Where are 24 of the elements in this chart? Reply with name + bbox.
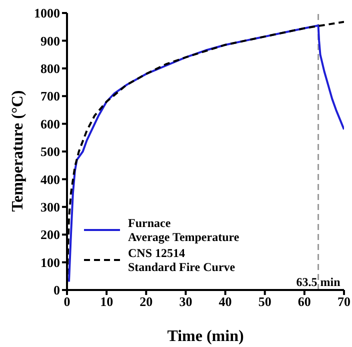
x-tick-label: 10: [100, 294, 114, 310]
y-tick-label: 400: [40, 172, 60, 187]
x-tick-label: 0: [64, 294, 70, 310]
y-tick-label: 300: [40, 200, 60, 215]
y-tick-label: 600: [40, 116, 60, 132]
x-tick-label: 50: [258, 294, 272, 310]
legend-label: CNS 12514 Standard Fire Curve: [128, 246, 236, 274]
ref-line-label: 63.5 min: [296, 275, 341, 289]
y-tick-label: 700: [40, 88, 60, 104]
y-tick-label: 100: [40, 254, 60, 270]
y-tick-label: 900: [40, 33, 60, 48]
y-tick-label: 1000: [34, 6, 60, 21]
y-tick-label: 500: [40, 144, 60, 160]
legend-label: Furnace Average Temperature: [128, 216, 240, 244]
x-tick-label: 20: [140, 294, 153, 310]
y-axis-title: Temperature (°C): [10, 90, 26, 212]
x-tick-label: 70: [338, 294, 350, 310]
x-tick-label: 40: [218, 294, 232, 310]
x-axis-title: Time (min): [167, 328, 244, 345]
x-tick-label: 30: [179, 294, 192, 310]
x-tick-label: 60: [298, 294, 311, 310]
y-tick-label: 0: [54, 282, 60, 298]
y-tick-label: 800: [40, 61, 60, 76]
y-tick-label: 200: [40, 227, 60, 242]
